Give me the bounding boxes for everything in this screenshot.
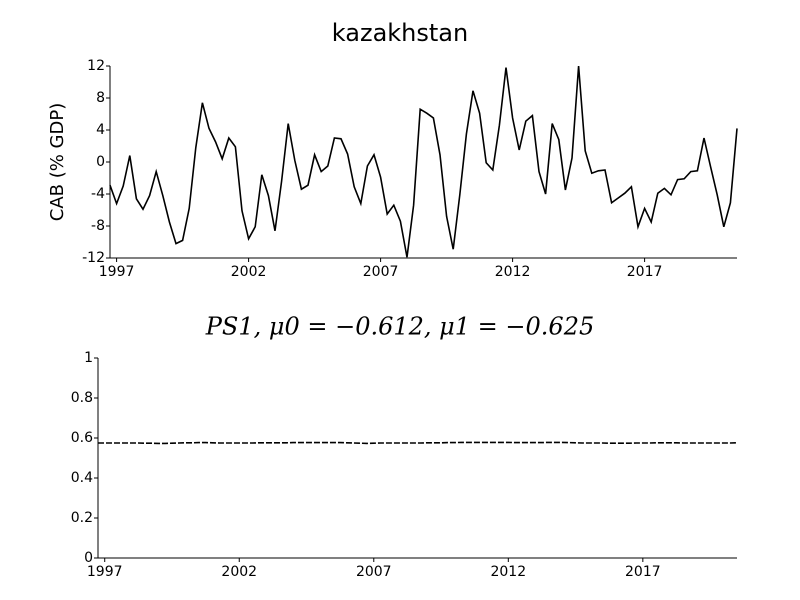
x-tick-label: 2002	[221, 564, 257, 580]
x-tick-label: 2017	[625, 564, 661, 580]
y-tick-label: -12	[82, 250, 105, 266]
y-tick-label: 0.6	[71, 430, 93, 446]
x-tick-label: 2007	[356, 564, 392, 580]
y-tick-label: 0.8	[71, 390, 93, 406]
data-line	[98, 441, 738, 445]
x-tick-label: 1997	[87, 564, 123, 580]
x-tick-label: 2012	[490, 564, 526, 580]
x-tick-label: 2002	[231, 264, 267, 280]
y-tick-label: 12	[87, 58, 105, 74]
y-tick-label: 1	[84, 350, 93, 366]
y-tick-label: 0	[96, 154, 105, 170]
x-tick-label: 2012	[495, 264, 531, 280]
chart-title: kazakhstan	[332, 19, 468, 47]
x-tick-label: 2007	[363, 264, 399, 280]
y-tick-label: 0.2	[71, 510, 93, 526]
y-tick-label: 4	[96, 122, 105, 138]
y-tick-label: 0.4	[71, 470, 93, 486]
y-tick-label: 8	[96, 90, 105, 106]
y-tick-label: 0	[84, 550, 93, 566]
x-tick-label: 1997	[99, 264, 135, 280]
data-line	[109, 65, 738, 258]
y-tick-label: -8	[91, 218, 105, 234]
y-tick-label: -4	[91, 186, 105, 202]
y-axis-label: CAB (% GDP)	[47, 103, 68, 222]
chart-title: PS1, μ0 = −0.612, μ1 = −0.625	[205, 313, 594, 341]
x-tick-label: 2017	[627, 264, 663, 280]
